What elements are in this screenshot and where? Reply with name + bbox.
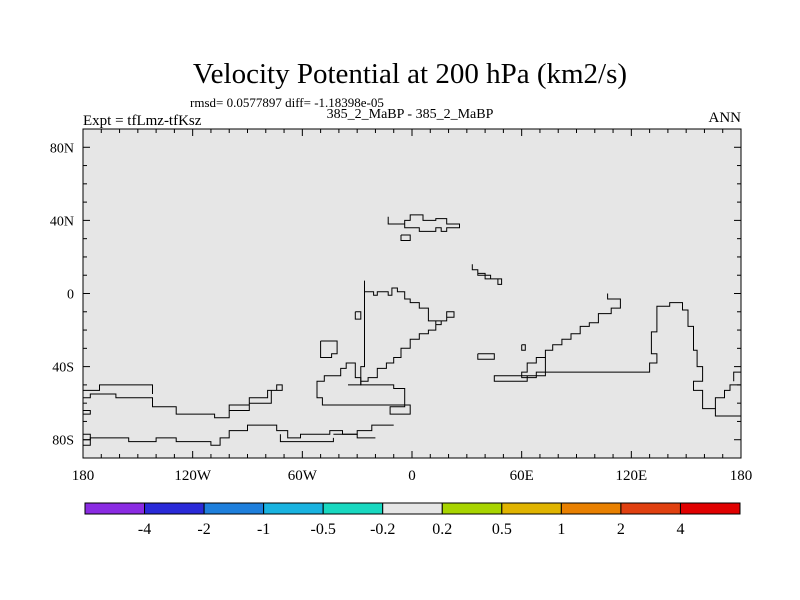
colorbar-box xyxy=(263,502,324,515)
y-tick-label: 80N xyxy=(50,141,74,156)
contour-south-america-blob xyxy=(320,340,338,358)
colorbar-box xyxy=(144,502,205,515)
x-tick-label: 0 xyxy=(408,468,416,484)
x-tick-label: 60W xyxy=(288,468,318,484)
season-label: ANN xyxy=(709,110,742,126)
contour-southern-right xyxy=(333,433,376,439)
colorbar-label: 0.5 xyxy=(492,521,512,538)
contour-mideast xyxy=(471,264,503,285)
colorbar-label: 4 xyxy=(676,521,684,538)
contour-indian-ocean xyxy=(521,293,741,417)
x-tick-label: 120W xyxy=(174,468,212,484)
colorbar-label: -2 xyxy=(197,521,210,538)
contour-southwest-band xyxy=(83,384,283,419)
colorbar-box xyxy=(560,502,622,515)
contour-east-edge xyxy=(714,384,741,409)
colorbar-label: 2 xyxy=(617,521,625,538)
colorbar-label: -4 xyxy=(138,521,151,538)
colorbar-label: 0.2 xyxy=(432,521,452,538)
colorbar-box xyxy=(322,502,384,515)
colorbar-label: -0.5 xyxy=(311,521,336,538)
y-tick-label: 80S xyxy=(52,434,74,449)
contour-africa-dot2 xyxy=(521,344,526,351)
contour-small-square xyxy=(354,311,362,320)
colorbar-box xyxy=(620,502,681,515)
x-tick-label: 180 xyxy=(730,468,753,484)
contour-east-edge2 xyxy=(733,371,741,382)
contour-africa-inner xyxy=(348,280,365,386)
colorbar-box xyxy=(501,502,562,515)
colorbar-box xyxy=(84,502,146,515)
contour-layer xyxy=(83,214,741,446)
colorbar-label: 1 xyxy=(557,521,565,538)
contour-southwest-band2 xyxy=(83,410,91,415)
colorbar-box xyxy=(679,502,741,515)
contour-indian-west xyxy=(493,357,546,382)
colorbar-box xyxy=(441,502,503,515)
y-axis: 80N 40N 0 40S 80S xyxy=(50,128,741,459)
colorbar-box xyxy=(382,502,443,515)
x-tick-label: 180 xyxy=(72,468,95,484)
colorbar-label: -0.2 xyxy=(370,521,395,538)
y-tick-label: 0 xyxy=(67,288,74,303)
x-tick-label: 120E xyxy=(615,468,647,484)
contour-north-africa xyxy=(387,214,460,232)
case-label: 385_2_MaBP - 385_2_MaBP xyxy=(327,107,494,122)
colorbar-box xyxy=(203,502,265,515)
contour-southwest-top xyxy=(83,384,153,394)
contour-africa-tail xyxy=(316,280,455,415)
contour-north-africa-islet xyxy=(400,234,411,241)
x-tick-label: 60E xyxy=(510,468,534,484)
colorbar-label: -1 xyxy=(257,521,270,538)
contour-southern-inner xyxy=(279,434,334,443)
experiment-label: Expt = tfLmz-tfKsz xyxy=(83,113,202,129)
y-tick-label: 40N xyxy=(50,214,74,229)
colorbar: -4 -2 -1 -0.5 -0.2 0.2 0.5 1 2 4 xyxy=(84,502,741,538)
contour-southern-long xyxy=(83,424,394,446)
chart-title: Velocity Potential at 200 hPa (km2/s) xyxy=(193,58,627,90)
stats-line: rmsd= 0.0577897 diff= -1.18398e-05 xyxy=(190,95,384,110)
x-axis: 180 120W 60W 0 60E 120E 180 xyxy=(72,129,753,484)
plot-field xyxy=(83,129,741,458)
contour-africa-dots xyxy=(477,353,495,360)
y-tick-label: 40S xyxy=(52,361,74,376)
